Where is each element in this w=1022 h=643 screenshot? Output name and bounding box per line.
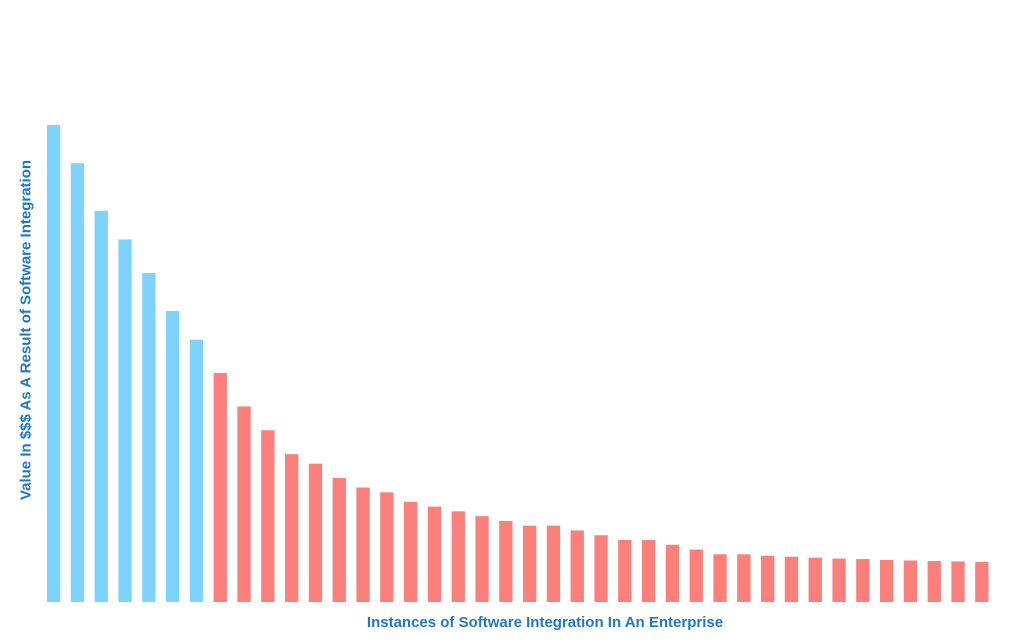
bar-21 bbox=[523, 525, 537, 602]
bar-15 bbox=[380, 492, 394, 602]
bar-25 bbox=[618, 539, 632, 602]
bar-22 bbox=[546, 525, 561, 602]
bar-14 bbox=[356, 487, 370, 602]
bar-18 bbox=[451, 511, 465, 602]
bar-23 bbox=[570, 530, 584, 602]
bar-7 bbox=[189, 339, 204, 602]
bar-38 bbox=[927, 560, 941, 602]
bar-39 bbox=[951, 561, 965, 602]
bar-33 bbox=[808, 557, 822, 602]
bar-1 bbox=[47, 125, 61, 602]
bar-31 bbox=[761, 555, 775, 602]
bar-6 bbox=[166, 311, 180, 602]
bar-3 bbox=[94, 210, 108, 603]
bar-40 bbox=[975, 561, 989, 602]
bar-27 bbox=[665, 544, 680, 602]
y-axis-label: Value In $$$ As A Result of Software Int… bbox=[17, 159, 35, 501]
bar-29 bbox=[713, 554, 727, 602]
bar-11 bbox=[285, 454, 299, 602]
bar-35 bbox=[856, 559, 870, 602]
bar-26 bbox=[642, 539, 656, 602]
bar-30 bbox=[737, 554, 751, 602]
x-axis-label: Instances of Software Integration In An … bbox=[366, 614, 724, 631]
bar-10 bbox=[261, 430, 275, 602]
bar-9 bbox=[237, 406, 251, 602]
bar-28 bbox=[689, 549, 703, 602]
bar-8 bbox=[213, 373, 227, 602]
bar-17 bbox=[427, 506, 442, 602]
bar-12 bbox=[308, 463, 323, 602]
bar-19 bbox=[475, 516, 489, 602]
bar-32 bbox=[784, 556, 799, 602]
bar-37 bbox=[903, 560, 918, 602]
bar-16 bbox=[404, 501, 418, 602]
bar-34 bbox=[832, 558, 846, 602]
bar-13 bbox=[332, 477, 346, 602]
bar-5 bbox=[142, 272, 156, 602]
bar-36 bbox=[880, 560, 894, 602]
bar-2 bbox=[70, 163, 85, 602]
bar-4 bbox=[118, 239, 132, 603]
bar-20 bbox=[499, 520, 513, 602]
bar-24 bbox=[594, 535, 608, 602]
